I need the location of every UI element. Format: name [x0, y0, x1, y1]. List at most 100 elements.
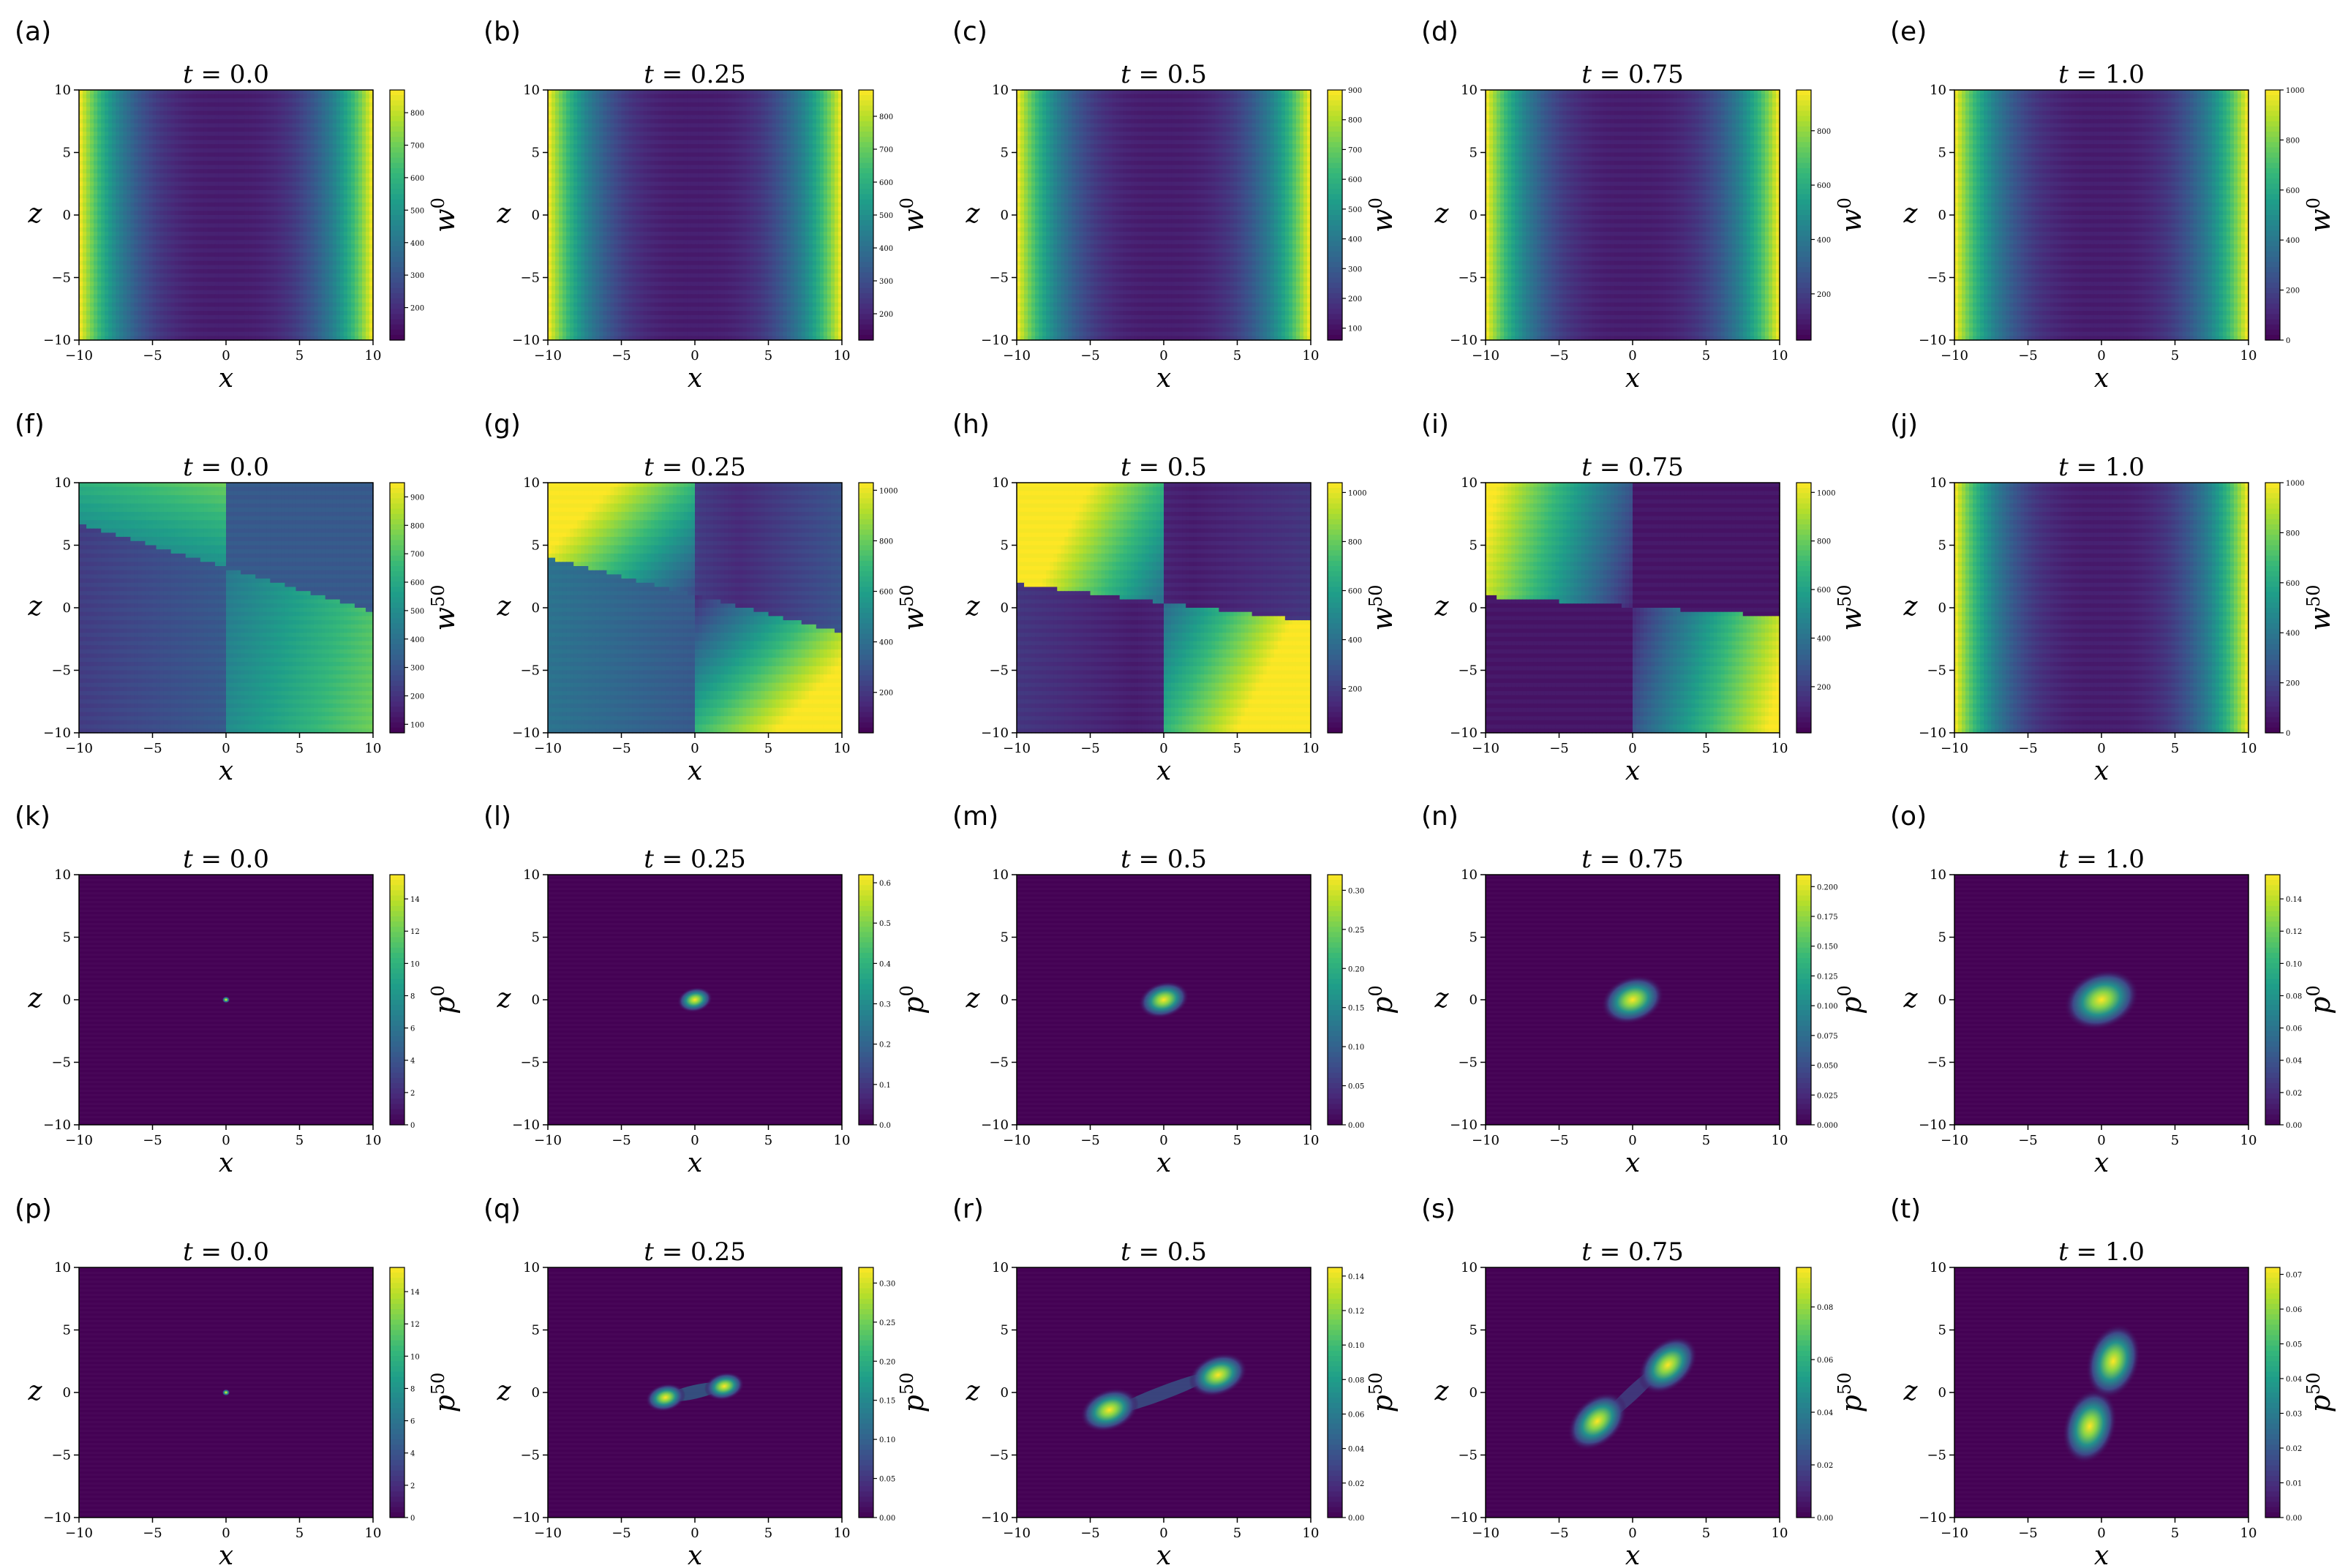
heatmap-cell: [160, 240, 165, 244]
heatmap-cell: [329, 236, 334, 241]
heatmap-cell: [288, 207, 293, 211]
heatmap-cell: [90, 232, 94, 236]
heatmap-cell: [160, 124, 165, 128]
heatmap-cell: [358, 148, 363, 153]
heatmap-cell: [270, 90, 274, 94]
heatmap-cell: [97, 219, 102, 224]
heatmap-cell: [344, 98, 348, 102]
heatmap-cell: [112, 90, 116, 94]
heatmap-cell: [296, 94, 300, 99]
heatmap-cell: [288, 232, 293, 236]
heatmap-cell: [211, 252, 216, 257]
heatmap-cell: [112, 102, 116, 107]
heatmap-cell: [292, 236, 296, 241]
heatmap-cell: [182, 173, 187, 178]
heatmap-cell: [127, 240, 131, 244]
heatmap-cell: [322, 261, 326, 265]
heatmap-cell: [186, 232, 190, 236]
heatmap-cell: [340, 132, 345, 136]
heatmap-cell: [244, 136, 249, 140]
heatmap-cell: [204, 257, 208, 261]
heatmap-cell: [197, 249, 201, 253]
heatmap-cell: [79, 211, 83, 215]
heatmap-cell: [108, 215, 113, 219]
heatmap-cell: [157, 186, 161, 190]
heatmap-cell: [208, 115, 212, 119]
heatmap-cell: [97, 173, 102, 178]
heatmap-cell: [248, 203, 252, 207]
heatmap-cell: [288, 148, 293, 153]
heatmap-cell: [226, 169, 230, 173]
heatmap-cell: [130, 215, 135, 219]
heatmap-cell: [197, 252, 201, 257]
heatmap-cell: [134, 211, 138, 215]
heatmap-cell: [351, 232, 355, 236]
heatmap-cell: [226, 211, 230, 215]
heatmap-cell: [90, 215, 94, 219]
heatmap-cell: [112, 236, 116, 241]
heatmap-cell: [344, 136, 348, 140]
heatmap-cell: [311, 111, 315, 116]
heatmap-cell: [123, 90, 127, 94]
heatmap-cell: [362, 211, 366, 215]
heatmap-cell: [197, 195, 201, 199]
heatmap-cell: [226, 261, 230, 265]
heatmap-cell: [164, 161, 168, 165]
heatmap-cell: [252, 165, 256, 170]
heatmap-cell: [94, 252, 98, 257]
heatmap-cell: [208, 157, 212, 161]
heatmap-cell: [274, 186, 278, 190]
heatmap-cell: [164, 211, 168, 215]
heatmap-cell: [347, 244, 352, 249]
heatmap-cell: [186, 144, 190, 148]
heatmap-cell: [200, 132, 205, 136]
heatmap-cell: [178, 207, 183, 211]
heatmap-cell: [304, 186, 308, 190]
heatmap-cell: [141, 249, 146, 253]
heatmap-cell: [219, 94, 223, 99]
heatmap-cell: [178, 144, 183, 148]
heatmap-cell: [329, 161, 334, 165]
heatmap-cell: [344, 161, 348, 165]
heatmap-cell: [160, 153, 165, 157]
heatmap-cell: [189, 153, 194, 157]
heatmap-cell: [325, 107, 330, 111]
heatmap-cell: [333, 232, 337, 236]
heatmap-cell: [86, 257, 91, 261]
heatmap-cell: [178, 223, 183, 227]
heatmap-cell: [318, 107, 323, 111]
heatmap-cell: [153, 98, 157, 102]
heatmap-cell: [215, 157, 219, 161]
heatmap-cell: [79, 90, 83, 94]
heatmap-cell: [362, 165, 366, 170]
heatmap-cell: [186, 203, 190, 207]
heatmap-cell: [237, 207, 241, 211]
heatmap-cell: [193, 94, 197, 99]
heatmap-cell: [307, 161, 312, 165]
heatmap-cell: [160, 165, 165, 170]
heatmap-cell: [178, 153, 183, 157]
heatmap-cell: [193, 178, 197, 182]
heatmap-cell: [171, 157, 176, 161]
heatmap-cell: [333, 119, 337, 124]
heatmap-cell: [97, 111, 102, 116]
heatmap-cell: [263, 119, 267, 124]
heatmap-cell: [307, 169, 312, 173]
heatmap-cell: [157, 161, 161, 165]
heatmap-cell: [127, 94, 131, 99]
heatmap-cell: [292, 157, 296, 161]
heatmap-cell: [277, 236, 282, 241]
heatmap-cell: [145, 249, 149, 253]
heatmap-cell: [347, 223, 352, 227]
heatmap-cell: [130, 257, 135, 261]
heatmap-cell: [340, 186, 345, 190]
heatmap-cell: [105, 157, 109, 161]
heatmap-cell: [285, 207, 289, 211]
heatmap-cell: [355, 148, 359, 153]
heatmap-cell: [288, 252, 293, 257]
heatmap-cell: [157, 178, 161, 182]
heatmap-cell: [123, 181, 127, 186]
heatmap-cell: [263, 236, 267, 241]
heatmap-cell: [138, 94, 142, 99]
heatmap-cell: [112, 211, 116, 215]
